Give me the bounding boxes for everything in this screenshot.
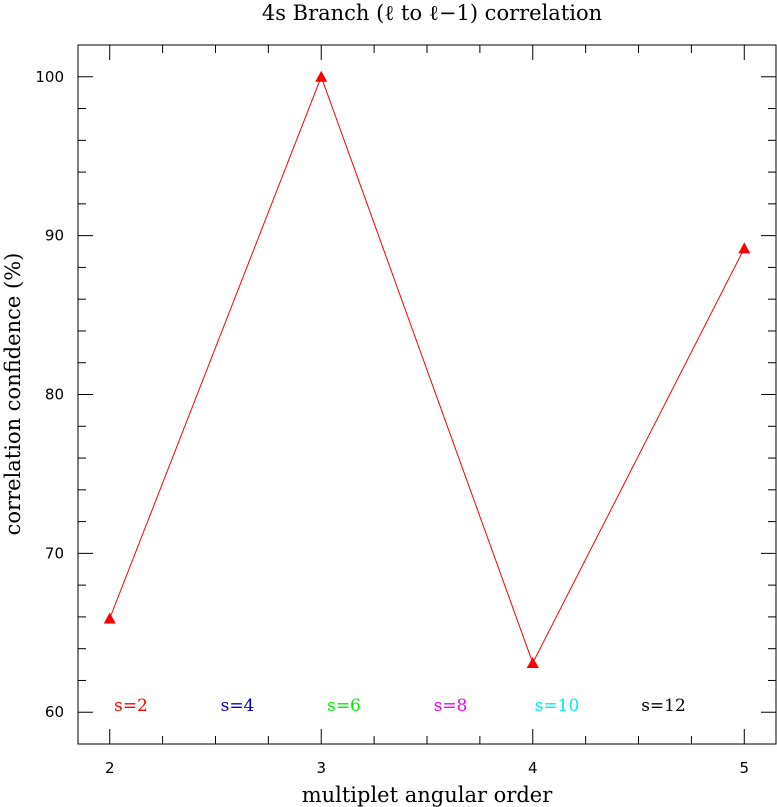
series-layer [103,70,751,668]
x-axis-label: multiplet angular order [302,783,554,807]
x-tick-label: 3 [316,759,326,777]
y-tick-label: 70 [45,544,64,562]
y-tick-label: 100 [35,68,64,86]
legend: s=2 s=4 s=6 s=8 s=10 s=12 [114,696,686,716]
data-point-marker [103,612,116,624]
data-point-marker [526,656,539,668]
x-tick-label: 2 [105,759,115,777]
y-tick-label: 60 [45,703,64,721]
data-point-marker [315,70,328,82]
series-line [109,75,745,665]
legend-item: s=4 [221,696,255,716]
chart-title: 4s Branch (ℓ to ℓ−1) correlation [262,1,602,25]
y-axis-label: correlation confidence (%) [1,253,25,536]
axis-ticks [78,44,776,744]
x-tick-label: 5 [739,759,749,777]
legend-item: s=8 [434,696,468,716]
axis-tick-labels: 2 3 4 5 60 70 80 90 100 [35,68,749,777]
legend-item: s=2 [114,696,148,716]
legend-item: s=10 [535,696,580,716]
y-tick-label: 80 [45,386,64,404]
legend-item: s=6 [327,696,361,716]
legend-item: s=12 [641,696,686,716]
y-tick-label: 90 [45,227,64,245]
data-point-marker [738,242,751,254]
plot-frame [77,44,777,745]
x-tick-label: 4 [528,759,538,777]
